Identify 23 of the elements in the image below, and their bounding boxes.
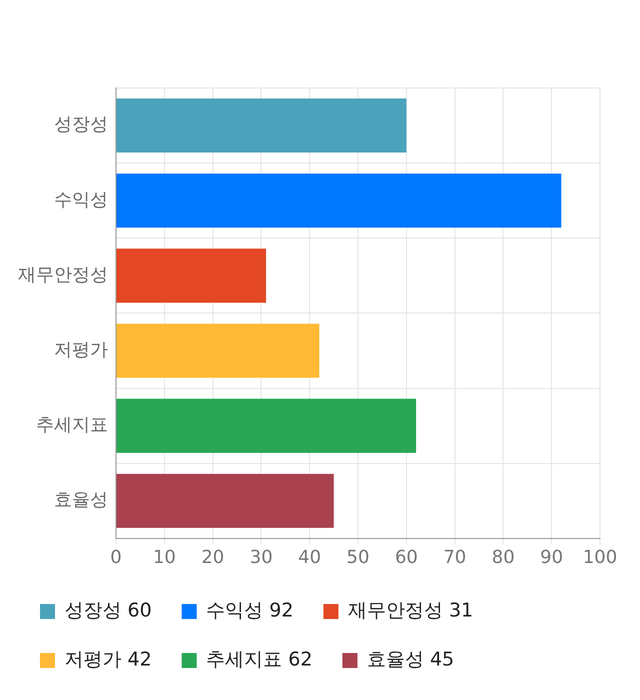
y-tick-label: 효율성 — [54, 490, 108, 511]
x-tick-label: 100 — [582, 546, 618, 568]
legend-label: 재무안정성 31 — [348, 599, 474, 622]
legend-label: 추세지표 62 — [206, 648, 312, 670]
x-tick-label: 30 — [250, 546, 273, 568]
x-tick-label: 40 — [298, 546, 322, 568]
y-tick-label: 수익성 — [54, 189, 108, 210]
legend-label: 효율성 45 — [366, 648, 454, 670]
y-tick-label: 성장성 — [54, 114, 108, 136]
y-tick-label: 재무안정성 — [18, 264, 108, 286]
x-tick-label: 80 — [492, 546, 515, 568]
x-tick-label: 50 — [346, 546, 370, 568]
x-tick-label: 0 — [110, 546, 122, 568]
legend-label: 성장성 60 — [64, 599, 152, 622]
y-tick-label: 저평가 — [54, 339, 108, 360]
x-tick-label: 90 — [540, 546, 564, 568]
legend-label: 저평가 42 — [64, 648, 152, 670]
y-tick-label: 추세지표 — [36, 414, 108, 436]
legend-label: 수익성 92 — [206, 599, 294, 622]
x-tick-label: 10 — [152, 546, 176, 568]
x-tick-label: 70 — [443, 546, 466, 568]
x-tick-label: 60 — [394, 546, 418, 568]
x-tick-label: 20 — [201, 546, 224, 568]
